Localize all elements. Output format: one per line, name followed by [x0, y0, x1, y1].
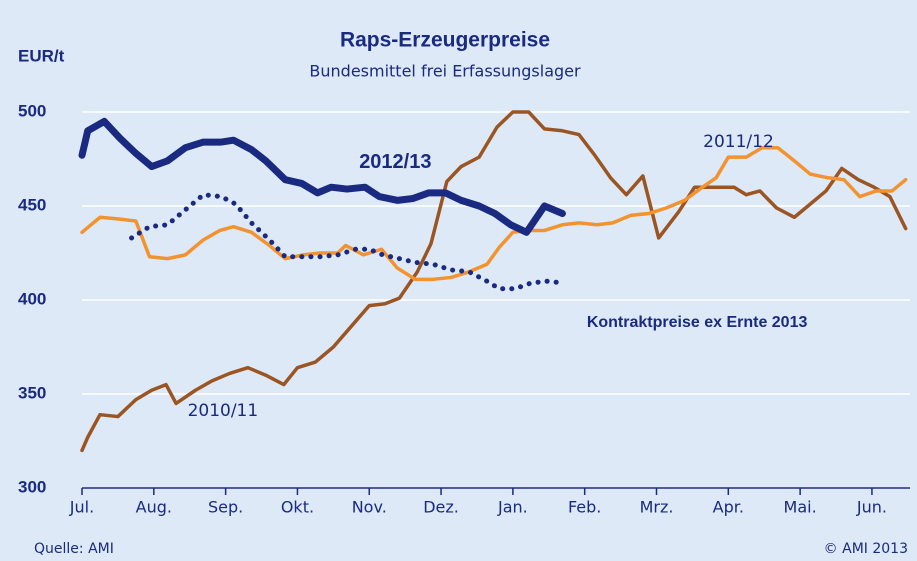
- series-line: [129, 192, 568, 292]
- x-tick-label: Apr.: [713, 498, 744, 517]
- copyright: © AMI 2013: [824, 541, 908, 557]
- x-tick-label: Mai.: [784, 498, 817, 517]
- y-tick-label: 400: [18, 289, 46, 308]
- y-axis-label: EUR/t: [18, 46, 65, 65]
- chart-title: Raps-Erzeugerpreise: [340, 29, 550, 52]
- series-label: 2012/13: [359, 151, 431, 173]
- y-tick-label: 350: [18, 383, 46, 402]
- source: Quelle: AMI: [34, 541, 114, 557]
- series-label: Kontraktpreise ex Ernte 2013: [587, 314, 808, 331]
- x-tick-label: Jun.: [856, 498, 887, 517]
- y-tick-label: 300: [18, 477, 46, 496]
- series-label: 2011/12: [703, 132, 774, 152]
- y-tick-label: 450: [18, 195, 46, 214]
- x-tick-label: Aug.: [136, 498, 172, 517]
- chart-subtitle: Bundesmittel frei Erfassungslager: [309, 62, 581, 81]
- series-line: [80, 110, 908, 453]
- x-tick-label: Nov.: [352, 498, 387, 517]
- x-tick-label: Sep.: [208, 498, 243, 517]
- x-tick-label: Okt.: [281, 498, 314, 517]
- x-tick-label: Jan.: [497, 498, 528, 517]
- x-tick-label: Feb.: [568, 498, 601, 517]
- x-tick-label: Dez.: [423, 498, 459, 517]
- y-tick-label: 500: [18, 101, 46, 120]
- series-line: [80, 145, 908, 282]
- x-tick-label: Jul.: [69, 498, 94, 517]
- series-line: [78, 117, 566, 236]
- series-label: 2010/11: [188, 401, 259, 421]
- x-tick-label: Mrz.: [640, 498, 674, 517]
